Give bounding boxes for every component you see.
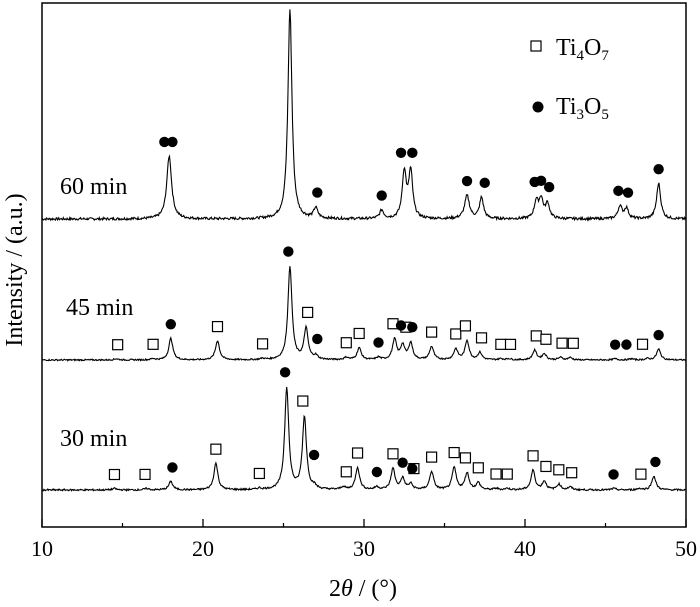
ti3o5-peak-marker [167, 462, 178, 473]
legend-label-ti4o7: Ti4O7 [556, 35, 609, 64]
x-axis-label-unit: / (°) [353, 576, 397, 602]
ti3o5-peak-marker [621, 339, 632, 350]
x-axis-label-symbol: θ [341, 576, 353, 602]
ti4o7-peak-marker [459, 320, 472, 332]
ti3o5-peak-marker [373, 337, 384, 348]
ti4o7-peak-marker [211, 320, 224, 333]
ti4o7-peak-marker [448, 446, 460, 459]
ti4o7-peak-marker [351, 447, 364, 459]
ti3o5-peak-marker [407, 147, 418, 159]
x-axis-label: 2θ / (°) [329, 576, 397, 602]
ti3o5-peak-marker [165, 319, 176, 330]
ti3o5-peak-marker [535, 175, 547, 186]
ti4o7-peak-marker [490, 468, 502, 480]
legend-label-ti3o5: Ti3O5 [556, 94, 609, 123]
ti4o7-peak-marker [495, 338, 507, 350]
ti4o7-peak-marker [340, 466, 352, 478]
ti4o7-peak-marker [426, 451, 438, 463]
ti3o5-peak-marker [407, 463, 418, 474]
ti4o7-peak-marker [472, 462, 484, 474]
legend: Ti4O7 Ti3O5 [530, 35, 609, 123]
ti3o5-peak-marker [395, 147, 407, 159]
ti4o7-peak-marker [210, 443, 222, 455]
ti3o5-peak-marker [461, 175, 473, 187]
ti4o7-peak-marker [566, 467, 578, 479]
series-45-min: 45 min [41, 246, 687, 362]
ti3o5-peak-marker [543, 181, 555, 193]
ti3o5-peak-marker [371, 466, 383, 478]
plot-frame [41, 2, 687, 528]
ti4o7-peak-marker [302, 306, 314, 319]
plot-content: 60 min 45 min 30 min [41, 0, 687, 492]
series-label: 60 min [60, 174, 127, 200]
ti4o7-peak-marker [567, 337, 579, 349]
ti3o5-peak-marker [622, 187, 634, 198]
ti4o7-peak-marker [112, 339, 124, 351]
ti4o7-peak-marker [256, 338, 269, 350]
legend-marker-ti4o7 [530, 40, 542, 52]
legend-marker-ti3o5 [532, 101, 544, 113]
ti4o7-peak-marker [527, 450, 539, 462]
ti3o5-peak-marker [613, 185, 624, 197]
ti4o7-peak-marker [501, 468, 513, 480]
series-30-min: 30 min [41, 367, 687, 492]
x-tick-label: 40 [514, 536, 536, 561]
ti3o5-peak-marker [312, 187, 323, 198]
ti4o7-peak-marker [504, 338, 517, 350]
ti4o7-peak-marker [635, 468, 647, 480]
ti4o7-peak-marker [108, 468, 121, 481]
xrd-pattern-line [41, 386, 687, 492]
ti4o7-peak-marker [553, 464, 565, 476]
svg-text:2θ / (°): 2θ / (°) [329, 576, 397, 602]
ti4o7-peak-marker [340, 337, 352, 349]
ti3o5-peak-marker [653, 163, 664, 175]
xrd-pattern-line [41, 9, 687, 222]
ti4o7-peak-marker [540, 333, 552, 345]
ti4o7-peak-marker [636, 338, 649, 350]
ti3o5-peak-marker [407, 321, 418, 333]
x-tick-label: 30 [353, 536, 375, 561]
ti3o5-peak-marker [479, 177, 490, 189]
ti4o7-peak-marker [530, 330, 542, 342]
x-tick-label: 10 [31, 536, 53, 561]
ti4o7-peak-marker [450, 328, 462, 340]
ti4o7-peak-marker [426, 326, 438, 338]
ti3o5-peak-marker [283, 246, 294, 257]
ti4o7-peak-marker [297, 395, 309, 407]
y-axis-label: Intensity / (a.u.) [2, 193, 28, 346]
ti3o5-peak-marker [653, 329, 664, 341]
ti3o5-peak-marker [279, 367, 291, 378]
ti4o7-peak-marker [147, 338, 159, 350]
ti4o7-peak-marker [475, 332, 488, 344]
ti3o5-peak-marker [608, 469, 619, 480]
ti3o5-peak-marker [397, 457, 408, 468]
ti3o5-peak-marker [308, 449, 320, 461]
ti4o7-peak-marker [556, 337, 568, 349]
x-axis-label-main: 2 [329, 576, 341, 602]
xrd-pattern-line [41, 266, 687, 362]
ti3o5-peak-marker [312, 333, 323, 345]
ti3o5-peak-marker [609, 339, 621, 350]
x-tick-label: 50 [675, 536, 697, 561]
ti3o5-peak-marker [650, 456, 661, 468]
ti3o5-peak-marker [395, 320, 407, 331]
ti3o5-peak-marker [376, 190, 387, 201]
series-label: 45 min [66, 295, 133, 321]
series-60-min: 60 min [41, 0, 687, 222]
ti4o7-peak-marker [459, 452, 472, 464]
series-label: 30 min [60, 426, 127, 452]
ti4o7-peak-marker [540, 460, 552, 473]
ti3o5-peak-marker [159, 136, 170, 148]
ti4o7-peak-marker [139, 468, 151, 481]
ti4o7-peak-marker [387, 448, 399, 460]
ti4o7-peak-marker [353, 327, 365, 340]
x-tick-label: 20 [192, 536, 214, 561]
ti3o5-peak-marker [167, 136, 178, 148]
ti4o7-peak-marker [253, 467, 265, 480]
x-axis-ticks: 10 20 30 40 50 [31, 519, 697, 561]
